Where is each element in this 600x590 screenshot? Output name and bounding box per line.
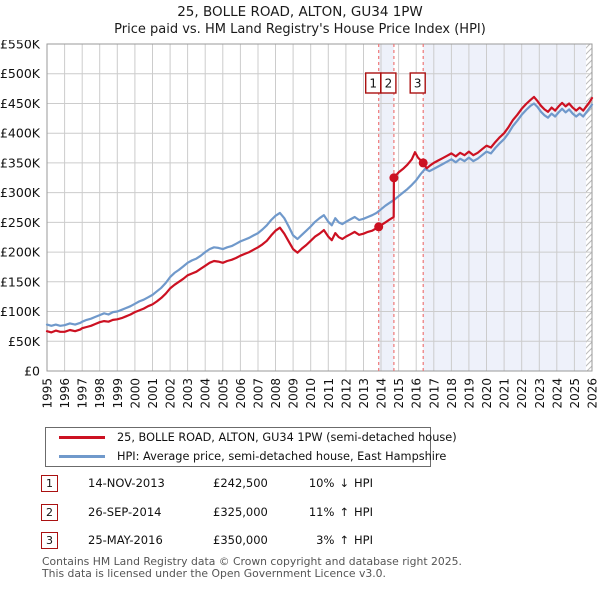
transaction-date: 26-SEP-2014 (88, 504, 162, 519)
legend-label-property: 25, BOLLE ROAD, ALTON, GU34 1PW (semi-de… (117, 431, 457, 444)
x-tick-label: 2024 (550, 378, 564, 409)
transaction-date: 25-MAY-2016 (88, 533, 163, 548)
x-tick-label: 2018 (445, 378, 459, 409)
transaction-hpi-delta: 3% ↑ HPI (302, 533, 373, 547)
transaction-price: £242,500 (213, 476, 268, 490)
hpi-delta-percent: 10% (308, 476, 335, 490)
transaction-number-badge: 2 (41, 503, 58, 521)
y-tick-label: £250K (0, 215, 41, 230)
x-tick-label: 1997 (76, 378, 90, 409)
x-tick-label: 2009 (287, 378, 301, 409)
x-tick-label: 2014 (375, 378, 389, 409)
legend-item-hpi: HPI: Average price, semi-detached house,… (59, 449, 446, 464)
transaction-marker-label-box (409, 72, 426, 94)
transactions-table: 1 14-NOV-2013 £242,500 10% ↓ HPI 2 26-SE… (41, 474, 373, 560)
x-tick-label: 2020 (480, 378, 494, 409)
transaction-marker-label: 3 (414, 77, 422, 91)
y-tick-label: £350K (0, 155, 41, 170)
x-tick-label: 2026 (586, 378, 600, 409)
x-tick-label: 2002 (164, 378, 178, 409)
footer-line-2: This data is licensed under the Open Gov… (42, 566, 386, 580)
blue-line-swatch (59, 454, 105, 459)
sale-marker-dot (418, 158, 428, 168)
legend-item-property: 25, BOLLE ROAD, ALTON, GU34 1PW (semi-de… (59, 430, 457, 445)
x-tick-label: 2000 (128, 378, 142, 409)
up-arrow-icon: ↑ (339, 533, 350, 548)
y-tick-label: £400K (0, 126, 41, 141)
plot-border (46, 43, 593, 372)
hpi-delta-ref: HPI (354, 504, 373, 519)
x-tick-label: 1996 (58, 378, 72, 409)
x-tick-label: 2001 (146, 378, 160, 409)
y-tick-label: £300K (0, 185, 41, 200)
axis-tick-labels: 1995 1996 1997 1998 1999 2000 2001 2002 2003 2004… (0, 37, 600, 409)
sale-period-band (378, 44, 394, 371)
license-footer: Contains HM Land Registry data © Crown c… (42, 556, 462, 580)
sale-marker-dot (389, 173, 399, 183)
legend-label-hpi: HPI: Average price, semi-detached house,… (117, 450, 447, 463)
future-hatch-band (586, 44, 592, 371)
y-tick-label: £50K (8, 334, 41, 349)
x-tick-label: 2012 (339, 378, 353, 409)
hpi-delta-ref: HPI (354, 476, 373, 490)
x-tick-label: 2013 (357, 378, 371, 409)
transaction-marker-label: 2 (385, 77, 393, 91)
x-tick-label: 2015 (392, 378, 406, 409)
x-tick-label: 2021 (498, 378, 512, 409)
page-subtitle: Price paid vs. HM Land Registry's House … (114, 22, 486, 37)
y-tick-label: £450K (0, 96, 41, 111)
y-tick-label: £0 (24, 364, 40, 379)
x-tick-label: 2003 (181, 378, 195, 409)
transaction-price: £350,000 (213, 533, 268, 548)
y-tick-label: £550K (0, 40, 41, 52)
y-tick-label: £500K (0, 66, 41, 81)
hpi-delta-percent: 3% (316, 533, 335, 548)
transaction-number-badge: 1 (41, 475, 58, 492)
x-tick-label: 1999 (111, 378, 125, 409)
price-chart: 1995 1996 1997 1998 1999 2000 2001 2002 2003 2004… (0, 37, 600, 409)
x-tick-label: 2008 (269, 378, 283, 409)
hpi-delta-percent: 11% (308, 504, 335, 519)
price-chart-area: 1995 1996 1997 1998 1999 2000 2001 2002 2003 2004… (0, 37, 600, 412)
x-tick-label: 2007 (252, 378, 266, 409)
x-tick-label: 2016 (410, 378, 424, 409)
x-tick-label: 2017 (427, 378, 441, 409)
transaction-number-badge: 3 (41, 532, 58, 550)
hpi-delta-ref: HPI (354, 533, 373, 548)
table-row: 1 14-NOV-2013 £242,500 10% ↓ HPI (41, 474, 373, 503)
sale-marker-dot (374, 222, 384, 232)
x-tick-label: 2022 (515, 378, 529, 409)
x-tick-label: 2023 (533, 378, 547, 409)
up-arrow-icon: ↑ (339, 504, 350, 519)
transaction-hpi-delta: 11% ↑ HPI (302, 505, 373, 519)
x-tick-label: 2011 (322, 378, 336, 409)
transaction-hpi-delta: 10% ↓ HPI (302, 476, 373, 490)
page-title: 25, BOLLE ROAD, ALTON, GU34 1PW (177, 4, 423, 20)
down-arrow-icon: ↓ (339, 476, 350, 490)
x-tick-label: 2019 (462, 378, 476, 409)
chart-legend: 25, BOLLE ROAD, ALTON, GU34 1PW (semi-de… (45, 427, 457, 467)
property-line (45, 95, 594, 334)
x-tick-label: 1998 (93, 378, 107, 409)
transaction-price: £325,000 (213, 504, 268, 519)
transaction-marker-label: 1 (369, 77, 377, 91)
x-tick-label: 2010 (304, 378, 318, 409)
table-row: 2 26-SEP-2014 £325,000 11% ↑ HPI (41, 503, 373, 532)
x-tick-label: 2005 (216, 378, 230, 409)
x-tick-label: 2004 (199, 378, 213, 409)
y-tick-label: £100K (0, 304, 41, 319)
red-line-swatch (59, 435, 105, 440)
x-tick-label: 2025 (568, 378, 582, 409)
transaction-marker-label-box (380, 72, 397, 94)
footer-line-1: Contains HM Land Registry data © Crown c… (42, 555, 462, 568)
hpi-line (45, 102, 594, 327)
x-tick-label: 1995 (41, 378, 55, 409)
y-tick-label: £150K (0, 274, 41, 289)
x-tick-label: 2006 (234, 378, 248, 409)
transaction-date: 14-NOV-2013 (88, 476, 165, 490)
y-tick-label: £200K (0, 245, 41, 260)
table-row: 3 25-MAY-2016 £350,000 3% ↑ HPI (41, 531, 373, 560)
